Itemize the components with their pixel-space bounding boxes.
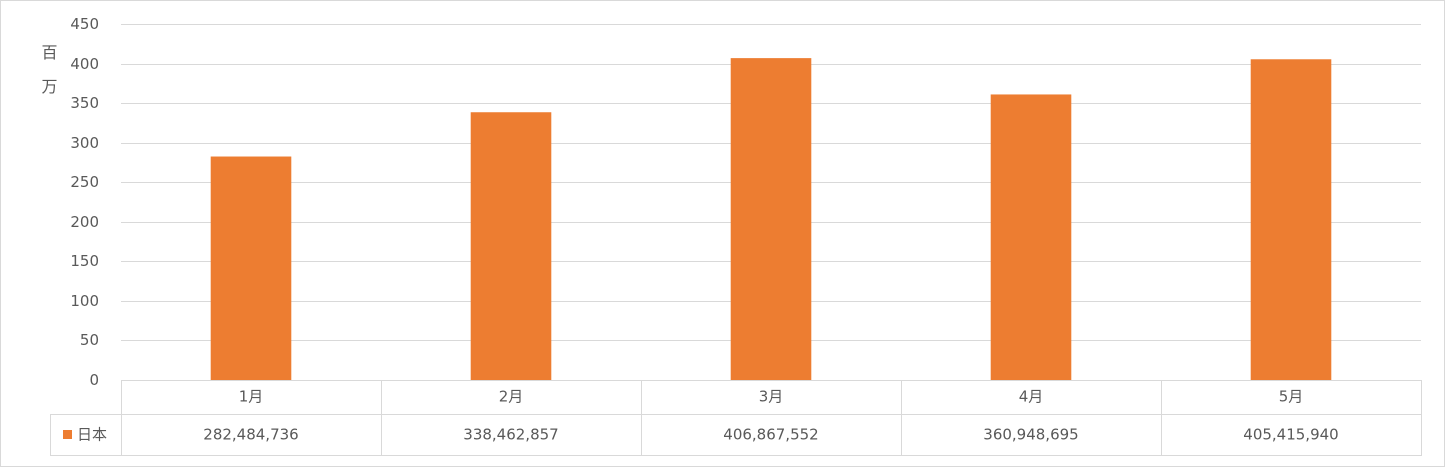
- legend-key: [63, 430, 72, 439]
- bar: [1250, 59, 1332, 381]
- y-tick-label: 0: [89, 371, 99, 389]
- bar: [990, 94, 1072, 381]
- table-value: 406,867,552: [723, 426, 818, 444]
- x-tick-label: 1月: [239, 388, 264, 406]
- bar: [470, 112, 552, 380]
- y-tick-label: 350: [70, 94, 99, 112]
- table-value: 360,948,695: [983, 426, 1078, 444]
- x-tick-label: 5月: [1279, 388, 1304, 406]
- y-tick-label: 250: [70, 173, 99, 191]
- table-value: 282,484,736: [203, 426, 298, 444]
- x-tick-label: 2月: [499, 388, 524, 406]
- y-tick-label: 400: [70, 55, 99, 73]
- y-tick-label: 200: [70, 213, 99, 231]
- y-tick-label: 300: [70, 134, 99, 152]
- legend-label: 日本: [77, 426, 107, 444]
- table-value: 405,415,940: [1243, 426, 1338, 444]
- y-tick-label: 100: [70, 292, 99, 310]
- x-tick-label: 3月: [759, 388, 784, 406]
- x-tick-label: 4月: [1019, 388, 1044, 406]
- y-tick-label: 450: [70, 15, 99, 33]
- data-table-frame: [50, 414, 1421, 456]
- table-value: 338,462,857: [463, 426, 558, 444]
- y-tick-label: 150: [70, 252, 99, 270]
- bar: [730, 58, 812, 380]
- y-tick-label: 50: [80, 331, 99, 349]
- y-axis-title: 百万: [39, 44, 58, 112]
- bar: [210, 156, 292, 380]
